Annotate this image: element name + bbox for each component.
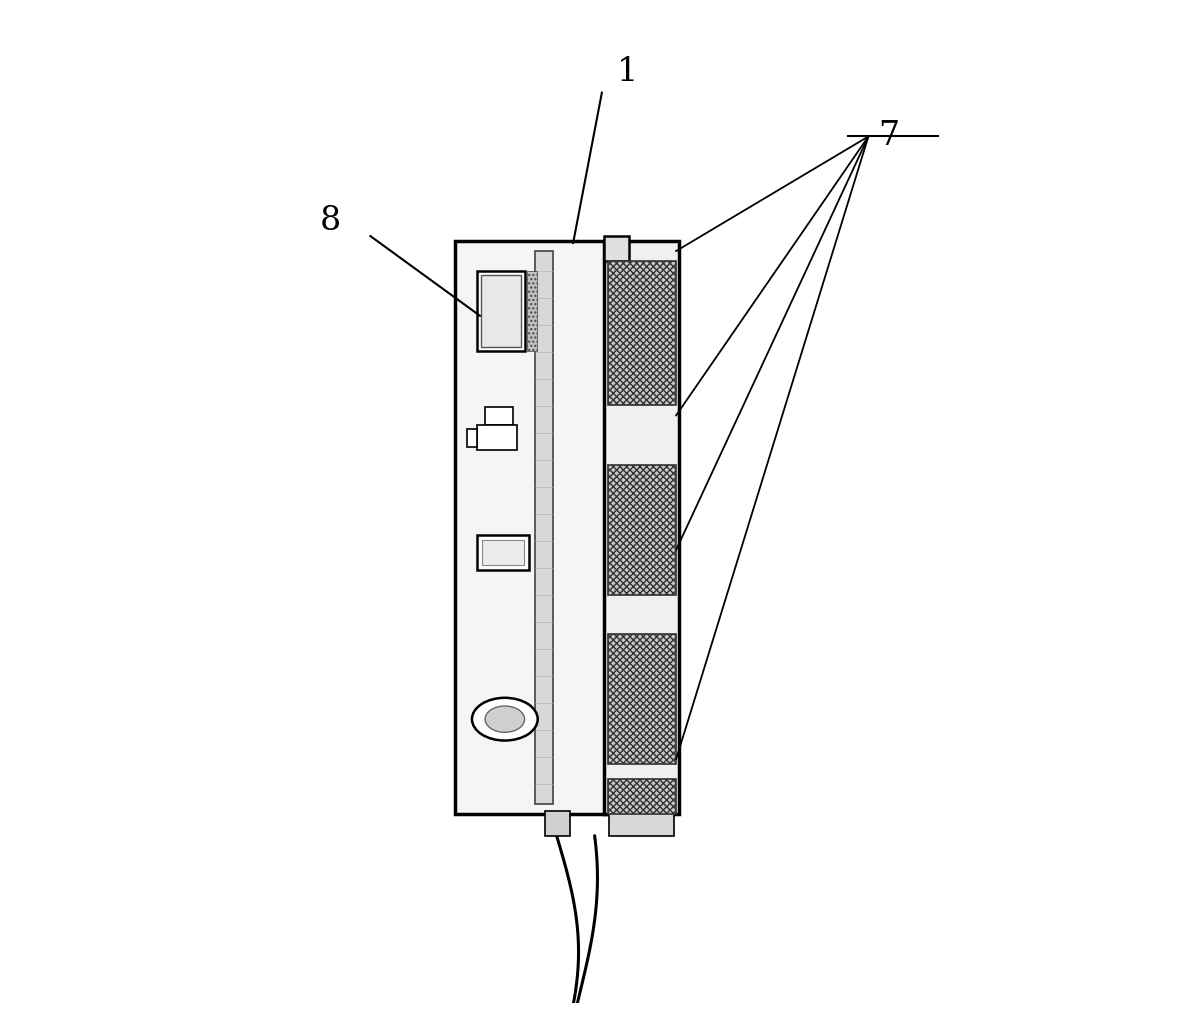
Bar [455,241,619,814]
Bar [481,275,521,346]
Bar [527,271,536,350]
Bar [608,779,677,814]
Bar [482,540,523,565]
Ellipse shape [485,706,525,732]
Bar [610,811,674,835]
Bar [467,429,477,447]
Bar [608,634,677,764]
Text: 8: 8 [320,205,341,237]
Bar [605,236,630,261]
Bar [535,251,553,804]
Bar [477,535,528,570]
Bar [605,241,679,814]
Bar [545,811,569,835]
Bar [485,407,513,425]
Ellipse shape [472,698,538,740]
Text: 1: 1 [617,56,638,88]
Bar [477,425,516,450]
Text: 7: 7 [878,120,898,153]
Bar [477,271,525,350]
Bar [608,466,677,595]
Bar [608,261,677,405]
